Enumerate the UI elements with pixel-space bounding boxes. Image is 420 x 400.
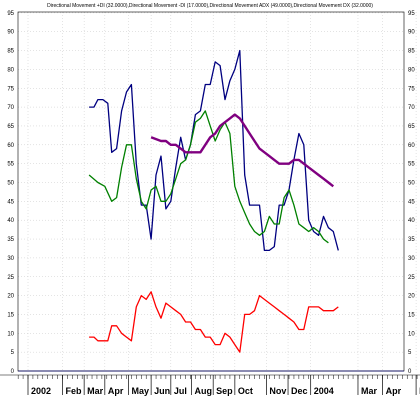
y-axis-right: 0 5 10 15 20 25 30 35 40 45 50 55 60 65 70 75 80 85 90 95	[408, 11, 415, 375]
x-tick-label: Mar	[361, 386, 378, 396]
grid-lines	[17, 11, 417, 372]
y-tick-label-left: 70	[7, 105, 14, 111]
y-tick-label-left: 80	[7, 67, 14, 73]
y-tick-label-right: 25	[408, 275, 415, 281]
y-tick-label-left: 5	[11, 350, 15, 356]
y-tick-label-right: 75	[408, 86, 415, 92]
y-tick-label-right: 5	[408, 350, 412, 356]
x-tick-label: 2004	[314, 386, 334, 396]
y-tick-label-left: 65	[7, 124, 14, 130]
y-tick-label-left: 35	[7, 237, 14, 243]
y-tick-label-right: 50	[408, 181, 415, 187]
x-tick-label: Apr	[108, 386, 124, 396]
x-tick-label: 2002	[31, 386, 51, 396]
y-tick-label-right: 70	[408, 105, 415, 111]
y-tick-label-right: 90	[408, 30, 415, 36]
x-tick-label: Jun	[154, 386, 170, 396]
x-tick-label: Oct	[238, 386, 253, 396]
y-tick-label-left: 10	[7, 331, 14, 337]
y-tick-label-left: 95	[7, 11, 14, 17]
y-tick-label-right: 35	[408, 237, 415, 243]
y-tick-label-left: 0	[11, 369, 15, 375]
series-line-di	[89, 49, 339, 252]
y-tick-label-left: 15	[7, 312, 14, 318]
x-tick-label: Mar	[87, 386, 104, 396]
y-tick-label-right: 15	[408, 312, 415, 318]
x-tick-label: Apr	[386, 386, 402, 396]
y-tick-label-right: 85	[408, 49, 415, 55]
x-tick-label: May	[131, 386, 149, 396]
y-tick-label-right: 40	[408, 218, 415, 224]
x-tick-label: Aug	[195, 386, 213, 396]
chart-title: Directional Movement +DI (32.0000),Direc…	[47, 3, 373, 9]
y-tick-label-right: 30	[408, 256, 415, 262]
y-tick-label-right: 65	[408, 124, 415, 130]
series-line-adx	[88, 110, 329, 244]
x-axis: 2002 Feb Mar Apr May Jun Jul Aug Sep Oct Nov Dec 200…	[0, 374, 420, 396]
series-line-di	[89, 291, 339, 353]
y-tick-label-left: 40	[7, 218, 14, 224]
y-tick-label-left: 60	[7, 143, 14, 149]
y-tick-label-left: 20	[7, 294, 14, 300]
y-tick-label-left: 75	[7, 86, 14, 92]
y-tick-label-right: 80	[408, 67, 415, 73]
y-tick-label-left: 30	[7, 256, 14, 262]
y-tick-label-left: 85	[7, 49, 14, 55]
y-tick-label-left: 50	[7, 181, 14, 187]
y-tick-label-right: 60	[408, 143, 415, 149]
x-tick-label: Sep	[216, 386, 233, 396]
y-tick-label-left: 55	[7, 162, 14, 168]
x-tick-label: Jul	[174, 386, 187, 396]
x-tick-label: Feb	[65, 386, 82, 396]
y-tick-label-left: 90	[7, 30, 14, 36]
y-tick-label-left: 45	[7, 199, 14, 205]
plot-frame	[17, 11, 405, 372]
y-tick-label-right: 10	[408, 331, 415, 337]
y-tick-label-right: 55	[408, 162, 415, 168]
y-axis-left: 0 5 10 15 20 25 30 35 40 45 50 55 60 65 70 75 80 85 90 95	[7, 11, 14, 375]
y-tick-label-right: 45	[408, 199, 415, 205]
y-tick-label-right: 95	[408, 11, 415, 17]
y-tick-label-right: 0	[408, 369, 412, 375]
series-lines	[88, 49, 339, 353]
series-line-dx	[150, 113, 335, 188]
x-tick-label: Dec	[291, 386, 308, 396]
y-tick-label-right: 20	[408, 294, 415, 300]
y-tick-label-left: 25	[7, 275, 14, 281]
x-tick-label: Nov	[269, 386, 286, 396]
